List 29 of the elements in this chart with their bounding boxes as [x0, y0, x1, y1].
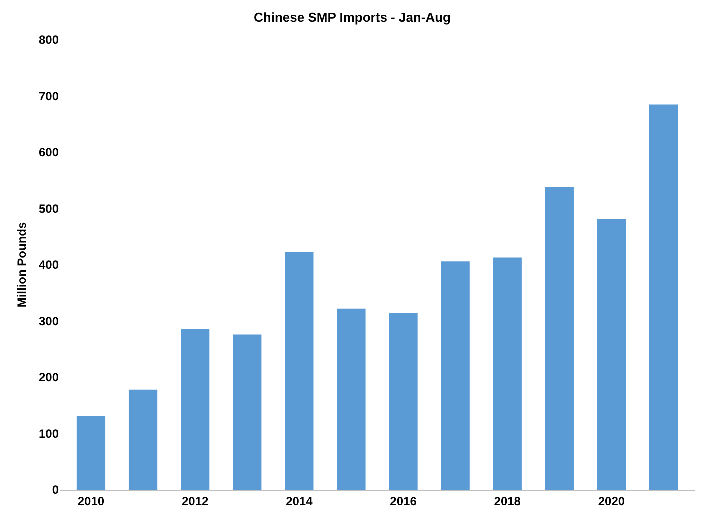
y-tick-label: 500: [38, 202, 60, 216]
x-tick-label: 2014: [286, 494, 314, 508]
y-axis-title: Million Pounds: [15, 222, 29, 308]
bar: [337, 308, 366, 490]
y-tick-label: 800: [38, 33, 60, 48]
bar: [545, 187, 574, 490]
bar: [128, 390, 158, 490]
y-tick-label: 100: [38, 426, 60, 441]
bar: [285, 252, 314, 490]
y-tick-label: 300: [38, 314, 60, 328]
chart-title: Chinese SMP Imports - Jan-Aug: [254, 10, 452, 26]
bar: [389, 313, 418, 490]
bar: [441, 262, 470, 490]
y-tick-label: 400: [38, 258, 60, 272]
x-tick-label: 2018: [494, 494, 522, 508]
x-tick-label: 2012: [182, 494, 209, 508]
bar: [233, 334, 262, 490]
y-tick-label: 700: [38, 89, 60, 104]
x-tick-label: 2010: [78, 494, 105, 508]
x-tick-label: 2020: [598, 494, 626, 508]
bar: [597, 219, 626, 490]
y-tick-label: 0: [52, 483, 60, 498]
y-tick-label: 600: [38, 146, 60, 160]
bar: [493, 258, 522, 490]
y-tick-label: 200: [38, 370, 60, 385]
bar: [649, 104, 678, 490]
bar: [76, 416, 106, 490]
x-tick-label: 2016: [390, 494, 418, 508]
bar: [181, 329, 210, 490]
